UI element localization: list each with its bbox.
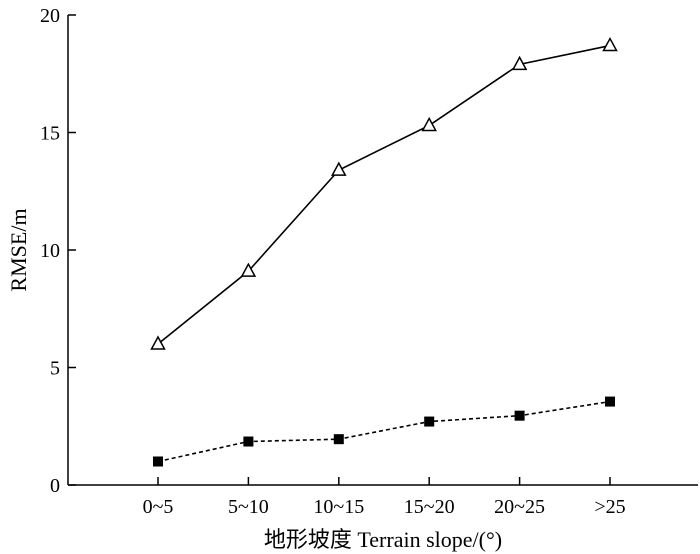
series-1-line	[157, 44, 611, 345]
series-2	[153, 396, 615, 467]
y-tick-label: 5	[50, 358, 60, 380]
series-2-line	[157, 400, 611, 463]
x-tick-label: 5~10	[228, 496, 269, 518]
y-tick-label: 0	[50, 475, 60, 497]
data-point-triangle	[421, 116, 437, 132]
y-tick-label: 20	[40, 5, 60, 27]
y-tick-label: 15	[40, 123, 60, 145]
y-ticks: 0 5 10 15 20	[40, 5, 76, 497]
data-point-triangle	[240, 262, 257, 277]
x-tick-label: 0~5	[143, 496, 174, 518]
data-point-square	[243, 436, 254, 447]
series-1	[150, 36, 618, 350]
x-tick-label: 20~25	[494, 496, 545, 518]
data-point-triangle	[602, 36, 618, 52]
data-point-triangle	[511, 55, 528, 71]
x-tick-label: 15~20	[404, 496, 455, 518]
x-axis-title: 地形坡度 Terrain slope/(°)	[264, 527, 502, 552]
data-point-square	[605, 396, 615, 407]
x-tick-label: >25	[594, 496, 625, 518]
x-tick-label: 10~15	[313, 496, 364, 518]
x-ticks: 0~5 5~10 10~15 15~20 20~25 >25	[143, 477, 626, 518]
data-point-triangle	[150, 335, 166, 350]
series-layer	[150, 36, 618, 467]
y-axis-title: RMSE/m	[6, 208, 31, 291]
data-point-square	[514, 410, 525, 421]
data-point-square	[424, 416, 435, 427]
data-point-triangle	[331, 161, 347, 176]
axes	[67, 15, 698, 486]
data-point-square	[333, 434, 344, 445]
y-tick-label: 10	[40, 240, 60, 262]
data-point-square	[153, 456, 163, 467]
